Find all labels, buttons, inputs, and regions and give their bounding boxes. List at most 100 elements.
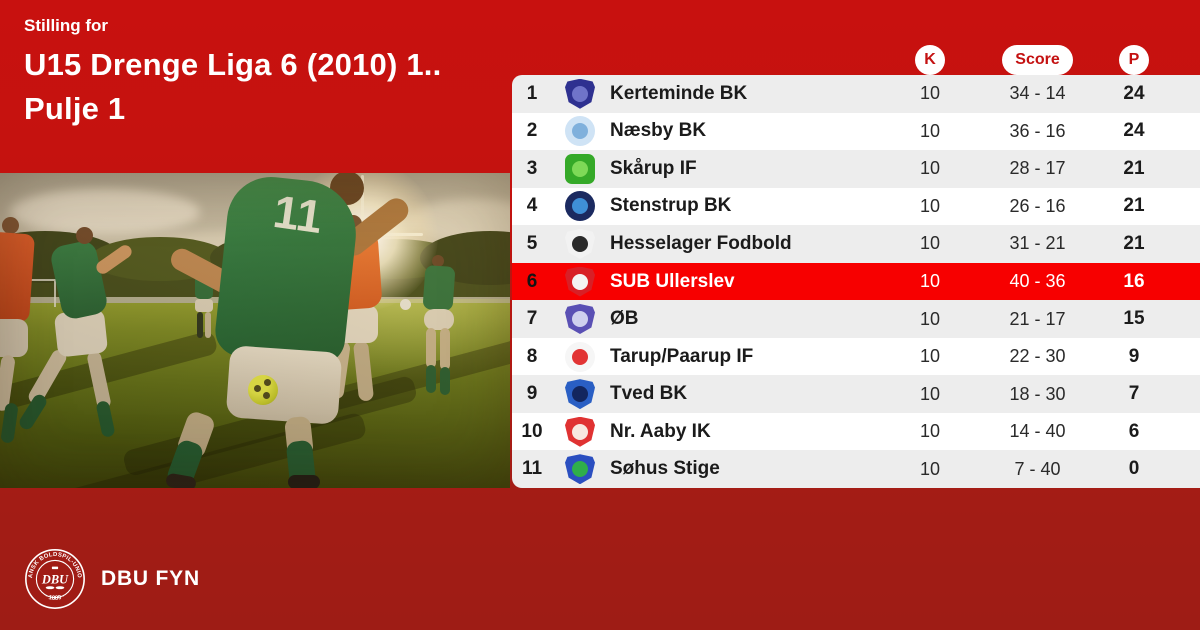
goal-score: 31 - 21	[1009, 233, 1066, 254]
crest-year: · 1889 ·	[44, 593, 66, 602]
club-logo-cell	[552, 454, 608, 485]
position: 7	[526, 308, 538, 330]
points: 21	[1123, 232, 1145, 254]
club-logo-cell	[552, 191, 608, 222]
matches-played: 10	[919, 346, 941, 367]
player-shorts	[195, 299, 213, 312]
club-logo-icon	[565, 116, 595, 147]
goal-score: 21 - 17	[1009, 308, 1066, 329]
club-logo-cell	[552, 341, 608, 372]
player-head	[432, 255, 444, 267]
page-title: U15 Drenge Liga 6 (2010) 1.. Pulje 1	[24, 43, 441, 131]
position: 6	[526, 270, 538, 292]
position: 4	[526, 195, 538, 217]
crest-monogram: DBU	[41, 572, 69, 586]
table-row: 8 Tarup/Paarup IF 10 22 - 30 9	[512, 337, 1200, 376]
goal-score: 40 - 36	[1009, 271, 1066, 291]
team-name: Tved BK	[610, 383, 688, 405]
club-logo-cell	[552, 416, 608, 447]
position: 8	[526, 345, 538, 367]
points: 21	[1123, 157, 1145, 179]
matches-played: 10	[919, 158, 941, 179]
club-logo-icon	[565, 266, 595, 297]
club-logo-icon	[565, 454, 595, 485]
svg-text:· 1889 ·: · 1889 ·	[44, 593, 66, 602]
title-line-1: U15 Drenge Liga 6 (2010) 1..	[24, 47, 442, 82]
table-row: 1 Kerteminde BK 10 34 - 14 24	[512, 75, 1200, 113]
player-sock	[426, 365, 436, 393]
position: 1	[526, 82, 538, 104]
club-logo-icon	[565, 416, 595, 447]
points: 15	[1123, 308, 1145, 330]
points: 9	[1128, 345, 1140, 367]
table-row: 2 Næsby BK 10 36 - 16 24	[512, 112, 1200, 151]
player-leg	[440, 328, 450, 370]
goal-score: 18 - 30	[1009, 383, 1066, 404]
column-header-score-badge: Score	[1002, 45, 1073, 75]
photo-player-central: 11	[0, 173, 510, 488]
dbu-crest-icon: DANSK BOLDSPIL-UNION · 1889 · DBU	[24, 548, 85, 609]
club-logo-cell	[552, 304, 608, 335]
matches-played: 10	[919, 271, 941, 291]
photo-player-orange-bib-left	[0, 173, 510, 488]
goal-score: 36 - 16	[1009, 120, 1066, 141]
position: 3	[526, 157, 538, 179]
table-row: 3 Skårup IF 10 28 - 17 21	[512, 150, 1200, 188]
matches-played: 10	[919, 120, 941, 141]
points: 7	[1128, 383, 1140, 405]
table-row: 10 Nr. Aaby IK 10 14 - 40 6	[512, 412, 1200, 451]
table-row: 7 ØB 10 21 - 17 15	[512, 300, 1200, 338]
player-shoe	[288, 475, 320, 488]
club-logo-icon	[565, 379, 595, 410]
table-row: 4 Stenstrup BK 10 26 - 16 21	[512, 187, 1200, 226]
position: 9	[526, 383, 538, 405]
team-name: Nr. Aaby IK	[610, 420, 711, 442]
player-head	[2, 217, 19, 234]
club-logo-icon	[565, 304, 595, 335]
club-logo-cell	[552, 78, 608, 109]
team-name: Hesselager Fodbold	[610, 232, 792, 254]
team-name: Tarup/Paarup IF	[610, 345, 754, 367]
position: 11	[521, 458, 543, 480]
title-line-2: Pulje 1	[24, 91, 126, 126]
goal-score: 34 - 14	[1009, 83, 1066, 104]
matches-played: 10	[919, 421, 941, 442]
football-white	[400, 299, 411, 310]
points: 24	[1123, 120, 1145, 142]
team-name: Skårup IF	[610, 157, 697, 179]
team-name: Næsby BK	[610, 120, 707, 142]
footer-brand: DANSK BOLDSPIL-UNION · 1889 · DBU DBU FY…	[24, 548, 200, 610]
column-header-k-badge: K	[915, 45, 945, 75]
goal-score: 28 - 17	[1009, 158, 1066, 179]
player-shorts	[0, 319, 28, 357]
points: 0	[1128, 458, 1140, 480]
points: 16	[1123, 270, 1145, 292]
club-logo-cell	[552, 116, 608, 147]
eyebrow-label: Stilling for	[24, 16, 109, 35]
matches-played: 10	[919, 233, 941, 254]
standings-table: 1 Kerteminde BK 10 34 - 14 24 2 Næsby BK…	[512, 75, 1200, 488]
photo-cloud	[10, 189, 200, 235]
photo-vignette	[0, 173, 510, 488]
column-header-p-badge: P	[1119, 45, 1149, 75]
position: 5	[526, 232, 538, 254]
club-logo-cell	[552, 153, 608, 184]
table-row-highlighted: 6 SUB Ullerslev 10 40 - 36 16	[512, 262, 1200, 301]
brand-name: DBU FYN	[101, 567, 200, 590]
club-logo-cell	[552, 266, 608, 297]
club-logo-icon	[565, 153, 595, 184]
goal-score: 22 - 30	[1009, 346, 1066, 367]
table-row: 9 Tved BK 10 18 - 30 7	[512, 375, 1200, 413]
matches-played: 10	[919, 383, 941, 404]
table-row: 5 Hesselager Fodbold 10 31 - 21 21	[512, 225, 1200, 263]
goal-score: 14 - 40	[1009, 421, 1066, 442]
table-column-headers: K Score P	[512, 45, 1200, 75]
player-leg	[197, 312, 203, 338]
club-logo-cell	[552, 228, 608, 259]
table-row: 11 Søhus Stige 10 7 - 40 0	[512, 450, 1200, 488]
club-logo-cell	[552, 379, 608, 410]
matches-played: 10	[919, 195, 941, 216]
player-leg	[426, 328, 436, 368]
points: 6	[1128, 420, 1140, 442]
